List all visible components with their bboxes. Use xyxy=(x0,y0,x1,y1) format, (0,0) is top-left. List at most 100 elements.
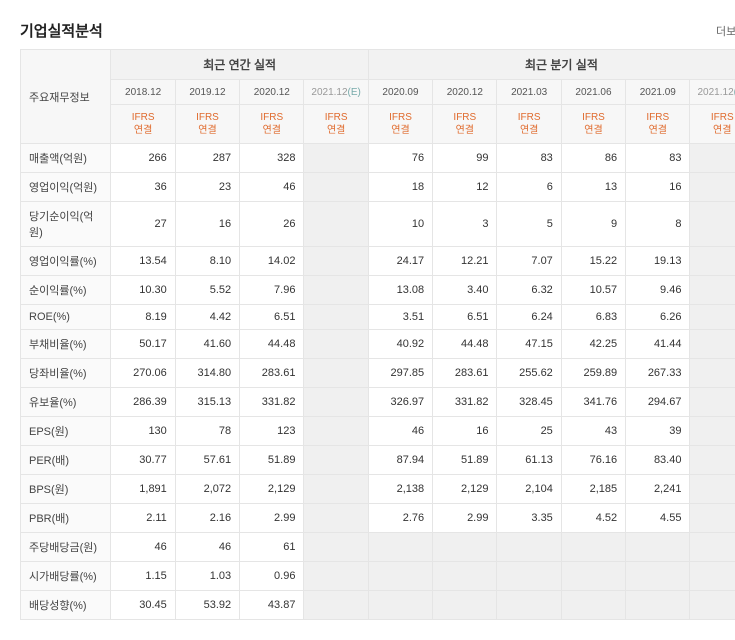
cell-value xyxy=(304,305,368,330)
ifrs-header: IFRS연결 xyxy=(433,105,497,144)
cell-value: 1.15 xyxy=(111,562,175,591)
period-header: 2021.12(E) xyxy=(690,80,735,105)
cell-value: 287 xyxy=(175,144,239,173)
cell-value xyxy=(690,562,735,591)
period-header: 2020.09 xyxy=(368,80,432,105)
cell-value xyxy=(433,591,497,620)
cell-value: 7.96 xyxy=(240,276,304,305)
cell-value xyxy=(304,591,368,620)
table-row: PBR(배)2.112.162.992.762.993.354.524.55 xyxy=(21,504,735,533)
cell-value: 87.94 xyxy=(368,446,432,475)
cell-value: 41.60 xyxy=(175,330,239,359)
table-row: 순이익률(%)10.305.527.9613.083.406.3210.579.… xyxy=(21,276,735,305)
cell-value xyxy=(304,533,368,562)
table-row: 부채비율(%)50.1741.6044.4840.9244.4847.1542.… xyxy=(21,330,735,359)
period-header: 2021.09 xyxy=(626,80,690,105)
cell-value: 0.96 xyxy=(240,562,304,591)
cell-value: 1.03 xyxy=(175,562,239,591)
cell-value: 6.51 xyxy=(240,305,304,330)
cell-value: 5.52 xyxy=(175,276,239,305)
cell-value: 46 xyxy=(175,533,239,562)
cell-value xyxy=(304,475,368,504)
table-row: 주당배당금(원)464661 xyxy=(21,533,735,562)
cell-value: 5 xyxy=(497,202,561,247)
cell-value xyxy=(304,202,368,247)
cell-value: 266 xyxy=(111,144,175,173)
cell-value xyxy=(690,359,735,388)
period-header: 2021.03 xyxy=(497,80,561,105)
cell-value: 255.62 xyxy=(497,359,561,388)
cell-value xyxy=(690,247,735,276)
cell-value: 8.19 xyxy=(111,305,175,330)
cell-value: 16 xyxy=(626,173,690,202)
cell-value: 36 xyxy=(111,173,175,202)
cell-value: 83 xyxy=(497,144,561,173)
cell-value: 44.48 xyxy=(240,330,304,359)
cell-value xyxy=(368,562,432,591)
cell-value: 47.15 xyxy=(497,330,561,359)
cell-value: 39 xyxy=(626,417,690,446)
cell-value: 3.35 xyxy=(497,504,561,533)
cell-value: 286.39 xyxy=(111,388,175,417)
period-header: 2020.12 xyxy=(240,80,304,105)
more-link[interactable]: 더보기 ▸ xyxy=(716,23,735,39)
period-header: 2018.12 xyxy=(111,80,175,105)
table-row: 당좌비율(%)270.06314.80283.61297.85283.61255… xyxy=(21,359,735,388)
table-row: 시가배당률(%)1.151.030.96 xyxy=(21,562,735,591)
period-header: 2021.12(E) xyxy=(304,80,368,105)
cell-value: 10 xyxy=(368,202,432,247)
cell-value: 78 xyxy=(175,417,239,446)
cell-value: 13 xyxy=(561,173,625,202)
cell-value xyxy=(304,388,368,417)
cell-value: 3.40 xyxy=(433,276,497,305)
metric-label: ROE(%) xyxy=(21,305,111,330)
cell-value: 14.02 xyxy=(240,247,304,276)
cell-value: 1,891 xyxy=(111,475,175,504)
cell-value: 3 xyxy=(433,202,497,247)
cell-value: 297.85 xyxy=(368,359,432,388)
table-row: 당기순이익(억원)271626103598 xyxy=(21,202,735,247)
ifrs-header: IFRS연결 xyxy=(497,105,561,144)
quarter-header: 최근 분기 실적 xyxy=(368,50,735,80)
cell-value: 18 xyxy=(368,173,432,202)
cell-value: 23 xyxy=(175,173,239,202)
metric-label: EPS(원) xyxy=(21,417,111,446)
metric-label: 영업이익(억원) xyxy=(21,173,111,202)
cell-value xyxy=(368,533,432,562)
cell-value: 4.55 xyxy=(626,504,690,533)
cell-value: 44.48 xyxy=(433,330,497,359)
cell-value: 53.92 xyxy=(175,591,239,620)
cell-value: 7.07 xyxy=(497,247,561,276)
cell-value: 294.67 xyxy=(626,388,690,417)
period-header: 2019.12 xyxy=(175,80,239,105)
cell-value xyxy=(690,276,735,305)
table-row: 배당성향(%)30.4553.9243.87 xyxy=(21,591,735,620)
cell-value xyxy=(497,533,561,562)
ifrs-header: IFRS연결 xyxy=(626,105,690,144)
cell-value: 2,241 xyxy=(626,475,690,504)
cell-value: 2.99 xyxy=(240,504,304,533)
cell-value: 51.89 xyxy=(433,446,497,475)
table-row: 매출액(억원)2662873287699838683 xyxy=(21,144,735,173)
cell-value: 6.24 xyxy=(497,305,561,330)
cell-value xyxy=(561,533,625,562)
metric-label: 시가배당률(%) xyxy=(21,562,111,591)
cell-value xyxy=(497,591,561,620)
cell-value: 16 xyxy=(175,202,239,247)
cell-value: 24.17 xyxy=(368,247,432,276)
cell-value: 328.45 xyxy=(497,388,561,417)
cell-value: 2,138 xyxy=(368,475,432,504)
cell-value xyxy=(690,446,735,475)
cell-value: 26 xyxy=(240,202,304,247)
cell-value: 2.76 xyxy=(368,504,432,533)
cell-value: 341.76 xyxy=(561,388,625,417)
cell-value xyxy=(626,533,690,562)
cell-value: 46 xyxy=(111,533,175,562)
cell-value xyxy=(690,533,735,562)
cell-value: 2,129 xyxy=(433,475,497,504)
table-row: ROE(%)8.194.426.513.516.516.246.836.26 xyxy=(21,305,735,330)
cell-value: 51.89 xyxy=(240,446,304,475)
cell-value: 3.51 xyxy=(368,305,432,330)
cell-value: 10.30 xyxy=(111,276,175,305)
metric-label: 영업이익률(%) xyxy=(21,247,111,276)
